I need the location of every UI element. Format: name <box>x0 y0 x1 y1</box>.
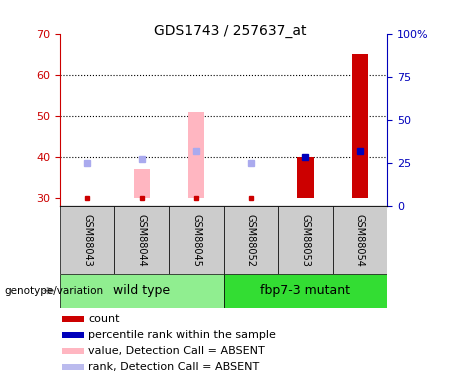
Bar <box>169 206 224 274</box>
Bar <box>352 54 368 198</box>
Text: value, Detection Call = ABSENT: value, Detection Call = ABSENT <box>88 346 265 356</box>
Text: genotype/variation: genotype/variation <box>5 286 104 296</box>
Text: percentile rank within the sample: percentile rank within the sample <box>88 330 276 340</box>
Bar <box>278 206 333 274</box>
Text: GDS1743 / 257637_at: GDS1743 / 257637_at <box>154 24 307 38</box>
Bar <box>333 206 387 274</box>
Bar <box>134 169 150 198</box>
Text: GSM88052: GSM88052 <box>246 213 256 267</box>
Bar <box>60 274 224 308</box>
Bar <box>188 112 205 198</box>
Text: GSM88045: GSM88045 <box>191 214 201 266</box>
Bar <box>62 348 84 354</box>
Bar <box>60 206 114 274</box>
Text: GSM88054: GSM88054 <box>355 214 365 266</box>
Bar <box>62 364 84 370</box>
Text: fbp7-3 mutant: fbp7-3 mutant <box>260 284 350 297</box>
Text: rank, Detection Call = ABSENT: rank, Detection Call = ABSENT <box>88 362 259 372</box>
Text: GSM88053: GSM88053 <box>301 214 310 266</box>
Bar <box>297 157 313 198</box>
Bar <box>62 316 84 322</box>
Bar <box>224 274 387 308</box>
Bar <box>224 206 278 274</box>
Text: GSM88043: GSM88043 <box>82 214 92 266</box>
Text: wild type: wild type <box>113 284 170 297</box>
Bar <box>114 206 169 274</box>
Text: GSM88044: GSM88044 <box>137 214 147 266</box>
Bar <box>62 332 84 338</box>
Text: count: count <box>88 314 119 324</box>
